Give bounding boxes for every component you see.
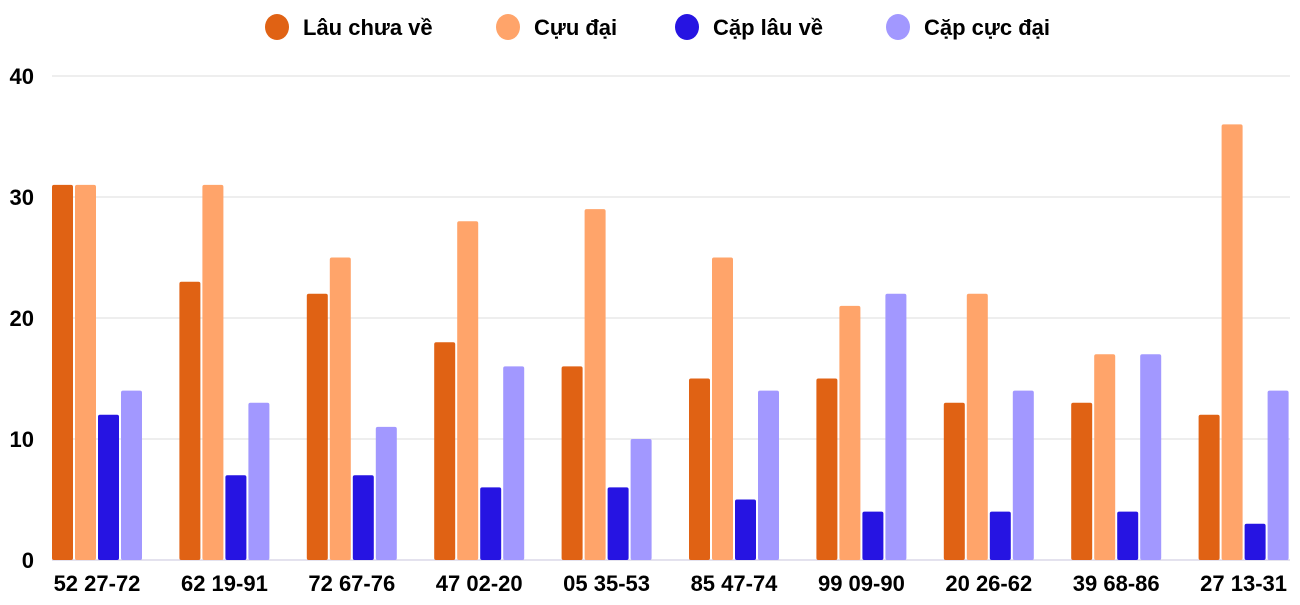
legend: Lâu chưa về Cựu đại Cặp lâu về Cặp cực đại: [265, 14, 1050, 40]
bar: [225, 475, 247, 560]
x-tick-label: 72 67-76: [308, 571, 395, 596]
bar: [561, 366, 583, 560]
bar: [306, 293, 328, 560]
y-tick-label: 40: [10, 64, 34, 89]
x-tick-label: 47 02-20: [436, 571, 523, 596]
legend-label: Cặp lâu về: [713, 15, 823, 40]
legend-item[interactable]: Cặp lâu về: [675, 14, 823, 40]
legend-label: Cựu đại: [534, 15, 617, 40]
y-tick-label: 0: [22, 548, 34, 573]
bar: [584, 209, 606, 560]
bar: [480, 487, 502, 560]
y-axis-ticks: 0 10 20 30 40: [10, 64, 34, 573]
bar: [1071, 402, 1093, 560]
x-axis-ticks: 52 27-72 62 19-91 72 67-76 47 02-20 05 35-53…: [54, 571, 1287, 596]
legend-swatch: [886, 14, 910, 40]
legend-swatch: [496, 14, 520, 40]
bar: [52, 184, 73, 560]
bar: [248, 402, 270, 560]
bar: [329, 257, 351, 560]
bar: [375, 426, 397, 560]
bar: [758, 390, 779, 560]
bar: [1221, 124, 1243, 561]
bar: [434, 342, 456, 560]
x-tick-label: 27 13-31: [1200, 571, 1287, 596]
bar: [98, 414, 119, 560]
bar: [352, 475, 374, 560]
bar: [630, 439, 652, 560]
bar: [862, 511, 884, 560]
bar: [989, 511, 1011, 560]
bar: [966, 293, 988, 560]
bar: [712, 257, 733, 560]
bar: [503, 366, 525, 560]
bar: [202, 184, 224, 560]
bar: [1244, 523, 1266, 560]
bar: [735, 499, 756, 560]
x-tick-label: 52 27-72: [54, 571, 141, 596]
x-tick-label: 99 09-90: [818, 571, 905, 596]
legend-item[interactable]: Cặp cực đại: [886, 14, 1050, 40]
bar: [121, 390, 142, 560]
bar: [1094, 354, 1116, 560]
legend-swatch: [265, 14, 289, 40]
x-tick-label: 62 19-91: [181, 571, 268, 596]
bar: [1140, 354, 1162, 560]
legend-item[interactable]: Cựu đại: [496, 14, 617, 40]
bar: [75, 184, 96, 560]
y-tick-label: 10: [10, 427, 34, 452]
x-tick-label: 39 68-86: [1073, 571, 1160, 596]
x-tick-label: 05 35-53: [563, 571, 650, 596]
legend-item[interactable]: Lâu chưa về: [265, 14, 433, 40]
y-tick-label: 30: [10, 185, 34, 210]
legend-label: Lâu chưa về: [303, 15, 433, 40]
bar: [179, 281, 201, 560]
legend-label: Cặp cực đại: [924, 15, 1050, 40]
y-tick-label: 20: [10, 306, 34, 331]
bar: [1198, 414, 1220, 560]
bars: [52, 124, 1289, 561]
bar: [1267, 390, 1289, 560]
bar: [607, 487, 629, 560]
bar: [885, 293, 907, 560]
bar: [839, 305, 861, 560]
bar: [1012, 390, 1034, 560]
bar: [1117, 511, 1139, 560]
bar: [457, 221, 479, 560]
x-tick-label: 20 26-62: [945, 571, 1032, 596]
legend-swatch: [675, 14, 699, 40]
bar: [689, 378, 710, 560]
bar: [943, 402, 965, 560]
bar: [816, 378, 838, 560]
x-tick-label: 85 47-74: [691, 571, 779, 596]
